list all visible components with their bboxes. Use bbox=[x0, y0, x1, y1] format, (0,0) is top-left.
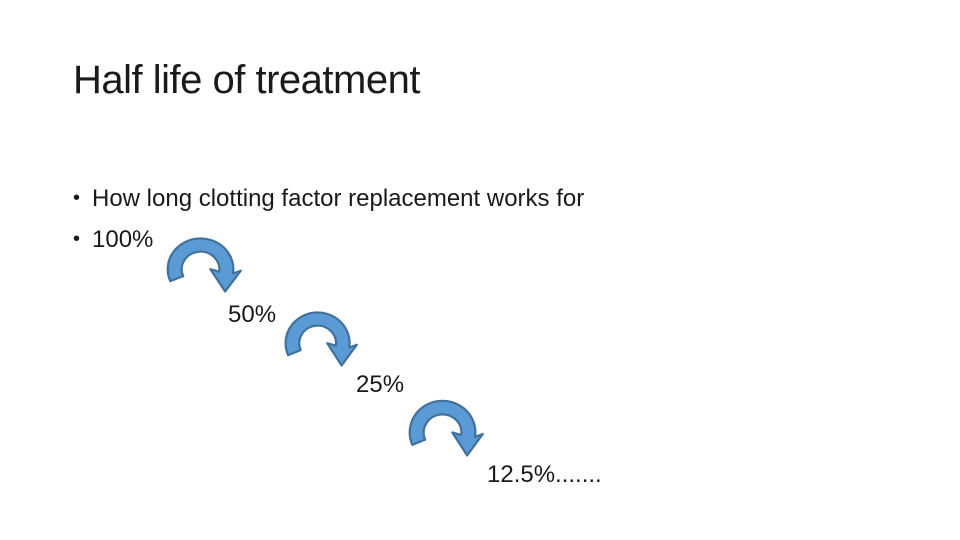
curved-down-arrow-icon bbox=[280, 301, 360, 367]
bullet-marker: • bbox=[73, 228, 81, 250]
bullet-item: • 100% bbox=[73, 219, 584, 260]
curved-down-arrow-icon bbox=[162, 227, 244, 293]
cascade-step-label: 12.5%....... bbox=[487, 461, 602, 488]
bullet-marker: • bbox=[73, 187, 81, 209]
bullet-item: • How long clotting factor replacement w… bbox=[73, 178, 584, 219]
curved-down-arrow-icon bbox=[404, 389, 486, 457]
cascade-step-label: 25% bbox=[356, 371, 405, 398]
cascade-step-label: 50% bbox=[228, 301, 277, 328]
bullet-text: How long clotting factor replacement wor… bbox=[92, 184, 585, 212]
bullet-list: • How long clotting factor replacement w… bbox=[73, 178, 584, 260]
slide-title: Half life of treatment bbox=[73, 58, 420, 102]
bullet-text: 100% bbox=[92, 225, 154, 253]
